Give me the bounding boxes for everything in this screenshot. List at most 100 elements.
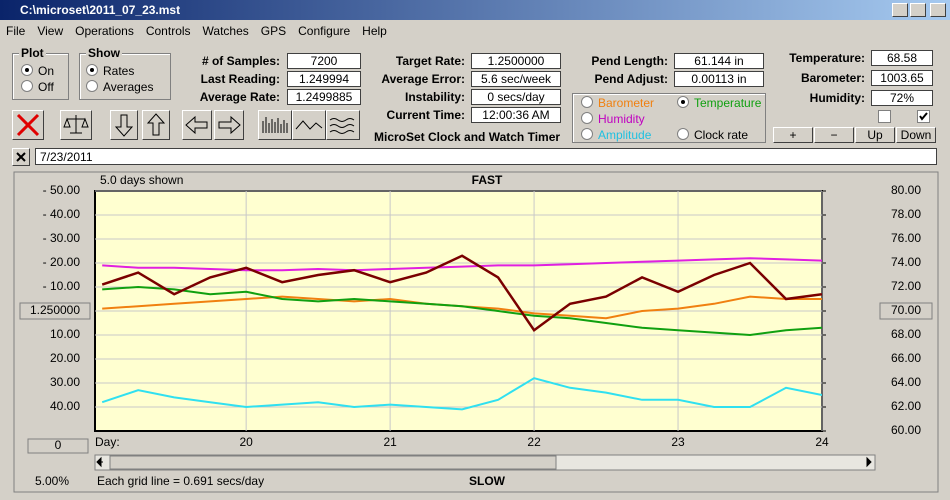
- radio-label: Barometer: [598, 96, 655, 110]
- close[interactable]: [930, 3, 946, 17]
- offset-button[interactable]: [27, 438, 89, 454]
- y2-tick-label: 74.00: [891, 255, 921, 269]
- zoom: 5.00%: [35, 474, 69, 488]
- x-tick-label: 23: [671, 435, 685, 449]
- x-tick-label: 21: [383, 435, 397, 449]
- menu-bar: File View Operations Controls Watches GPS Conf…: [0, 22, 393, 40]
- radio-label: Amplitude: [598, 128, 652, 142]
- button[interactable]: Up: [855, 127, 895, 143]
- radio[interactable]: Clock rate: [677, 128, 748, 142]
- y2-tick-label: 80.00: [891, 183, 921, 197]
- maximize[interactable]: [910, 3, 926, 17]
- date-field[interactable]: 7/23/2011: [35, 148, 937, 165]
- right-button[interactable]: [214, 110, 244, 140]
- menu-item[interactable]: Help: [362, 24, 387, 38]
- menu-item[interactable]: File: [6, 24, 26, 38]
- group-title: Plot: [19, 46, 46, 60]
- field-label: Pend Length:: [591, 54, 668, 68]
- radio-label: Averages: [103, 80, 154, 94]
- up-button[interactable]: [142, 110, 170, 140]
- radio[interactable]: Amplitude: [581, 128, 651, 142]
- field-label: # of Samples:: [201, 54, 280, 68]
- field-value[interactable]: 1003.65: [871, 70, 933, 86]
- y2-tick-label: 72.00: [891, 279, 921, 293]
- radio-label: On: [38, 64, 55, 78]
- bottom-title: SLOW: [469, 474, 506, 488]
- left-button[interactable]: [182, 110, 212, 140]
- radio[interactable]: Humidity: [581, 112, 645, 126]
- field-value[interactable]: 1.2500000: [471, 53, 561, 69]
- radio-label: Clock rate: [694, 128, 749, 142]
- radio[interactable]: Off: [21, 80, 54, 94]
- radio-label: Off: [38, 80, 54, 94]
- field-label: Last Reading:: [200, 72, 280, 86]
- y-tick-label: 30.00: [50, 375, 80, 389]
- series-line: [101, 254, 822, 332]
- y2-tick-label: 66.00: [891, 351, 921, 365]
- scroll-thumb[interactable]: [109, 455, 557, 470]
- radio[interactable]: Rates: [86, 64, 134, 78]
- stop-button[interactable]: [12, 110, 44, 140]
- balance-button[interactable]: [60, 110, 92, 140]
- wave-button[interactable]: [326, 110, 360, 140]
- field-value[interactable]: 61.144 in: [674, 53, 764, 69]
- field-label: Humidity:: [809, 91, 865, 105]
- menu-item[interactable]: Watches: [202, 24, 249, 38]
- plot-choices: Barometer Temperature Humidity Amplitude Clo…: [572, 93, 766, 143]
- radio-label: Rates: [103, 64, 135, 78]
- menu-item[interactable]: Controls: [145, 24, 191, 38]
- bars-button[interactable]: [258, 110, 292, 140]
- menu-item[interactable]: Configure: [298, 24, 351, 38]
- field-value[interactable]: 0 secs/day: [471, 89, 561, 105]
- y2-tick-label: 68.00: [891, 327, 921, 341]
- window-title: C:\microset\2011_07_23.mst: [20, 3, 181, 17]
- y-tick-label: - 10.00: [43, 279, 81, 293]
- minimize[interactable]: [892, 3, 908, 17]
- radio[interactable]: Averages: [86, 80, 153, 94]
- radio[interactable]: Barometer: [581, 96, 654, 110]
- field-value[interactable]: 72%: [871, 90, 933, 106]
- menu-item[interactable]: GPS: [260, 24, 287, 38]
- grid-note: Each grid line = 0.691 secs/day: [97, 474, 264, 488]
- checkbox[interactable]: [917, 110, 930, 123]
- series-line: [101, 377, 822, 411]
- offset-button-label: 0: [55, 438, 62, 452]
- field-value[interactable]: 0.00113 in: [674, 71, 764, 87]
- field-label: Instability:: [404, 90, 465, 104]
- button[interactable]: +: [773, 127, 813, 143]
- clear-button[interactable]: [12, 148, 30, 166]
- y2-tick-label: 64.00: [891, 375, 921, 389]
- field-label: Barometer:: [800, 71, 865, 85]
- menu-item[interactable]: View: [37, 24, 64, 38]
- y-tick-label: - 50.00: [43, 183, 81, 197]
- radio[interactable]: Temperature: [677, 96, 761, 110]
- show-group: Show Rates Averages: [79, 46, 171, 100]
- window-controls: [892, 3, 946, 17]
- field-value[interactable]: 68.58: [871, 50, 933, 66]
- button[interactable]: −: [814, 127, 854, 143]
- y2-button[interactable]: [879, 302, 933, 320]
- menu-item[interactable]: Operations: [75, 24, 134, 38]
- field-value[interactable]: 5.6 sec/week: [471, 71, 561, 87]
- down-button[interactable]: [110, 110, 138, 140]
- group-title: Show: [86, 46, 122, 60]
- app-name: MicroSet Clock and Watch Timer: [374, 130, 561, 144]
- scroll-arrows: [96, 456, 872, 468]
- field-value[interactable]: 1.2499885: [287, 89, 361, 105]
- y-tick-label: 10.00: [50, 327, 80, 341]
- y2-tick-label: 70.00: [891, 303, 921, 317]
- checkbox[interactable]: [878, 110, 891, 123]
- field-label: Target Rate:: [395, 54, 465, 68]
- field-value[interactable]: 1.249994: [287, 71, 361, 87]
- radio-label: Humidity: [598, 112, 645, 126]
- field-value[interactable]: 12:00:36 AM: [471, 107, 561, 123]
- radio[interactable]: On: [21, 64, 54, 78]
- x-tick-label: 22: [527, 435, 541, 449]
- field-label: Current Time:: [386, 108, 465, 122]
- y-tick-label: 40.00: [50, 399, 80, 413]
- button[interactable]: Down: [896, 127, 936, 143]
- center-button[interactable]: [19, 302, 91, 320]
- field-value[interactable]: 7200: [287, 53, 361, 69]
- x-label: Day:: [95, 435, 120, 449]
- line-button[interactable]: [292, 110, 326, 140]
